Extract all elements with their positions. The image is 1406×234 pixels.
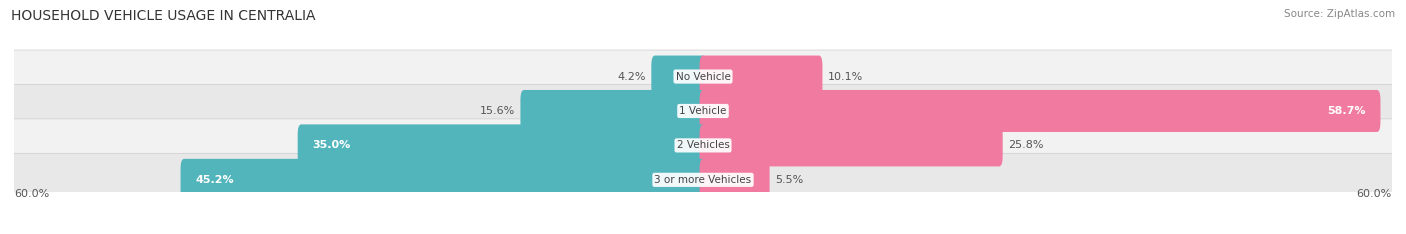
Text: 35.0%: 35.0%: [312, 140, 352, 150]
Text: 45.2%: 45.2%: [195, 175, 235, 185]
FancyBboxPatch shape: [298, 124, 706, 166]
Text: 10.1%: 10.1%: [828, 72, 863, 81]
Text: 1 Vehicle: 1 Vehicle: [679, 106, 727, 116]
FancyBboxPatch shape: [700, 159, 769, 201]
FancyBboxPatch shape: [11, 153, 1395, 206]
Text: 4.2%: 4.2%: [617, 72, 645, 81]
FancyBboxPatch shape: [700, 124, 1002, 166]
Text: 5.5%: 5.5%: [775, 175, 804, 185]
Text: 15.6%: 15.6%: [479, 106, 515, 116]
Text: No Vehicle: No Vehicle: [675, 72, 731, 81]
FancyBboxPatch shape: [11, 119, 1395, 172]
FancyBboxPatch shape: [11, 84, 1395, 138]
Text: 60.0%: 60.0%: [14, 190, 49, 199]
FancyBboxPatch shape: [520, 90, 706, 132]
FancyBboxPatch shape: [700, 90, 1381, 132]
Text: 3 or more Vehicles: 3 or more Vehicles: [654, 175, 752, 185]
Text: 25.8%: 25.8%: [1008, 140, 1043, 150]
FancyBboxPatch shape: [180, 159, 706, 201]
Text: Source: ZipAtlas.com: Source: ZipAtlas.com: [1284, 9, 1395, 19]
FancyBboxPatch shape: [700, 55, 823, 98]
FancyBboxPatch shape: [11, 50, 1395, 103]
Text: HOUSEHOLD VEHICLE USAGE IN CENTRALIA: HOUSEHOLD VEHICLE USAGE IN CENTRALIA: [11, 9, 316, 23]
Text: 58.7%: 58.7%: [1327, 106, 1365, 116]
FancyBboxPatch shape: [651, 55, 706, 98]
Text: 2 Vehicles: 2 Vehicles: [676, 140, 730, 150]
Text: 60.0%: 60.0%: [1357, 190, 1392, 199]
